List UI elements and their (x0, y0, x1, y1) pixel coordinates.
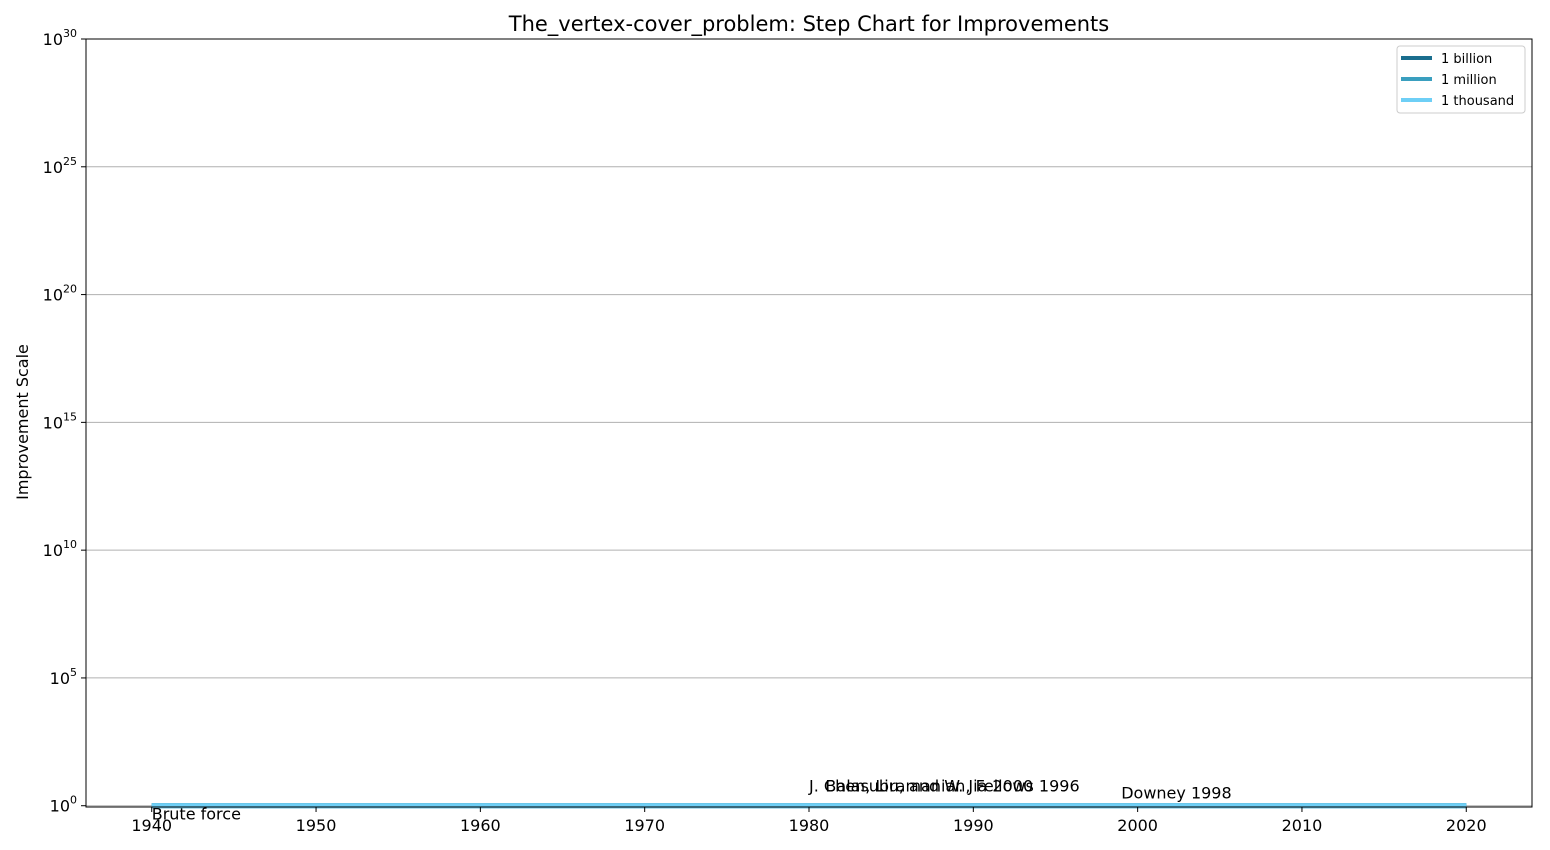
y-tick-label: 1030 (43, 27, 77, 49)
chart-title: The_vertex-cover_problem: Step Chart for… (508, 12, 1109, 37)
x-tick-label: 1950 (296, 816, 337, 835)
annotation-label: Brute force (152, 805, 241, 824)
y-tick-label: 1025 (43, 155, 77, 177)
legend-label: 1 million (1441, 73, 1497, 88)
x-tick-label: 1970 (624, 816, 665, 835)
y-tick-label: 105 (50, 666, 77, 688)
annotations: Brute force J. Chen, Liu, and W. Jia 2000… (152, 777, 1232, 824)
x-tick-label: 2010 (1282, 816, 1323, 835)
annotation-label: J. Chen, Liu, and W. Jia 2000 (808, 777, 1033, 796)
x-tick-label: 1960 (460, 816, 501, 835)
x-tick-label: 1990 (953, 816, 994, 835)
annotation-label: Balasubramanian, Fellows 1996 (825, 777, 1079, 796)
legend: 1 billion 1 million 1 thousand (1396, 45, 1526, 114)
x-tick-label: 1940 (131, 816, 172, 835)
plot-frame (85, 38, 1533, 808)
legend-label: 1 thousand (1441, 94, 1514, 109)
annotation-label: Downey 1998 (1121, 784, 1231, 803)
x-axis: 1940 1950 1960 1970 1980 1990 2000 2010 2020 (131, 807, 1487, 835)
x-tick-label: 2000 (1117, 816, 1158, 835)
y-axis-label: Improvement Scale (13, 344, 32, 500)
x-tick-label: 1980 (789, 816, 830, 835)
y-tick-label: 1010 (43, 538, 77, 560)
x-tick-label: 2020 (1446, 816, 1487, 835)
y-tick-label: 1020 (43, 283, 77, 305)
legend-box (1396, 45, 1526, 114)
y-tick-label: 1015 (43, 410, 77, 432)
legend-label: 1 billion (1441, 52, 1492, 67)
y-tick-label: 100 (50, 794, 77, 816)
y-axis: 100 105 1010 1015 1020 1025 1030 (43, 27, 86, 816)
grid-lines (86, 166, 1532, 807)
